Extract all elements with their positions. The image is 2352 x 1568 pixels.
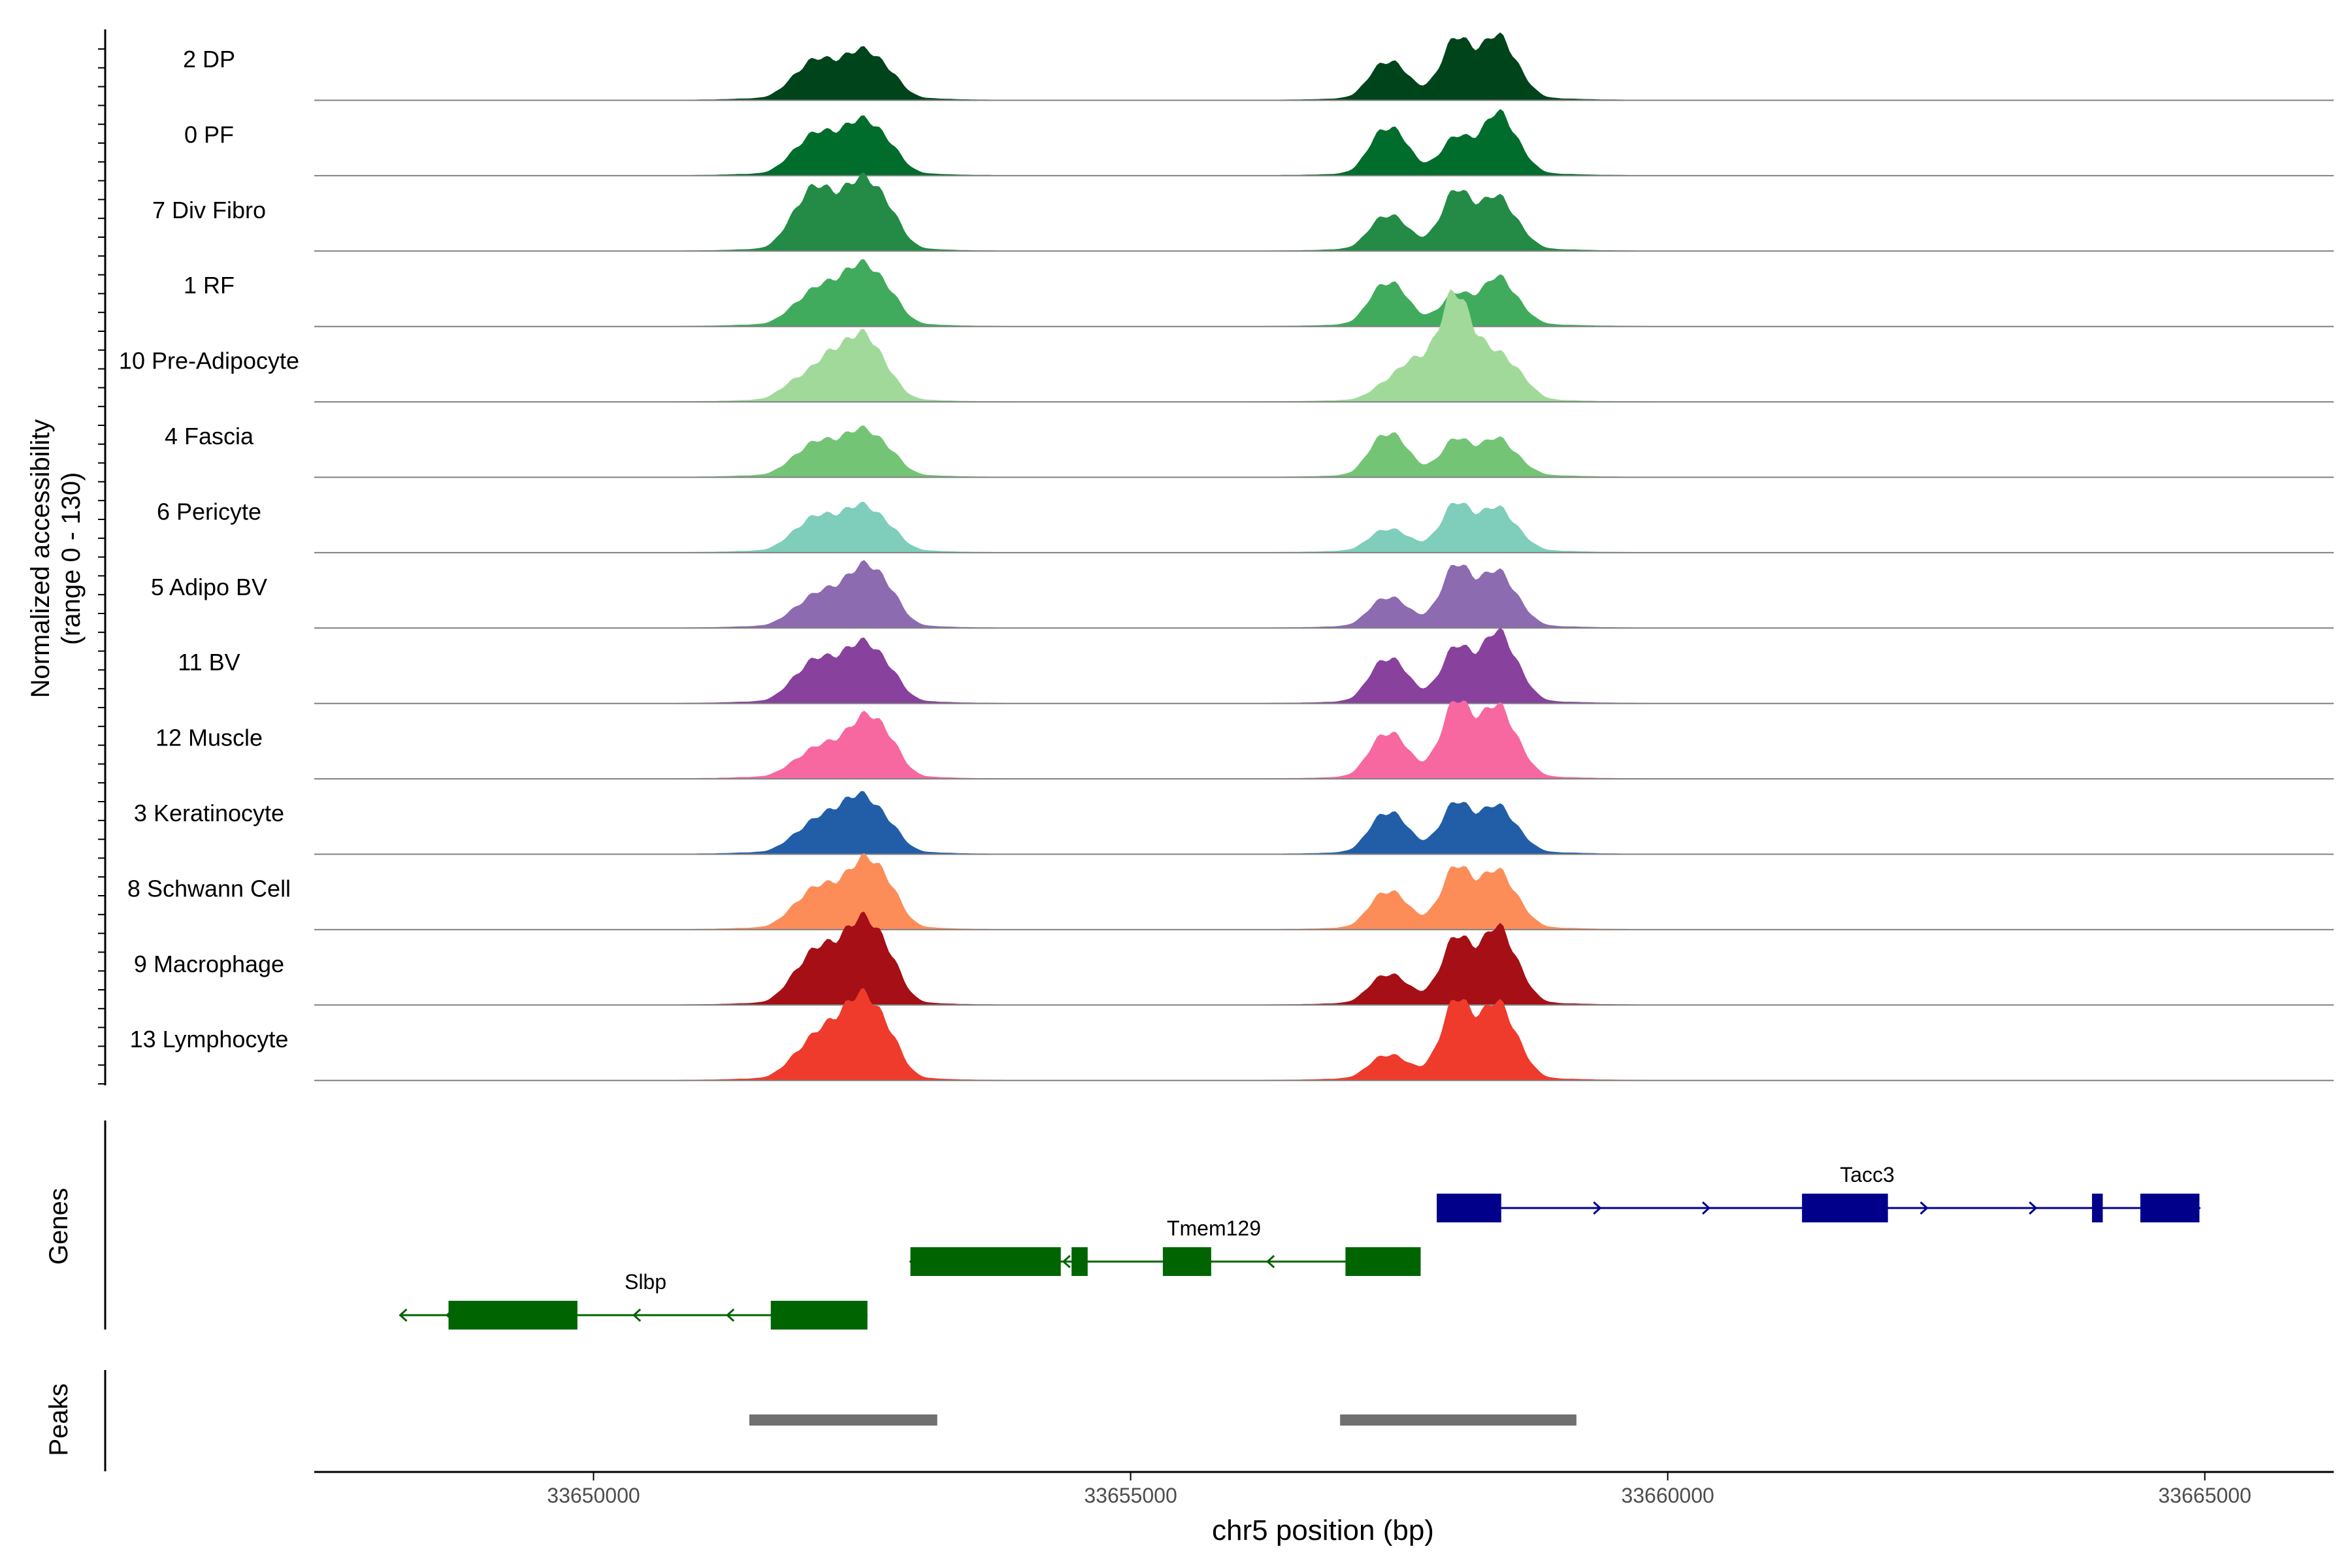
track-label: 0 PF [184,121,234,148]
strand-arrow-icon [1593,1201,1602,1215]
coverage-tracks: 2 DP 0 PF 7 Div Fibro 1 RF 10 Pre-Adipocyte 4… [119,32,2334,1081]
track-11: 3 Keratinocyte [134,791,2334,855]
strand-arrow-icon [399,1308,408,1322]
track-10: 12 Muscle [155,700,2334,780]
track-5: 10 Pre-Adipocyte [119,289,2334,403]
gene-exon [2092,1194,2103,1222]
peak-bar [749,1414,938,1426]
track-2: 0 PF [184,108,2334,176]
x-tick-label: 33660000 [1621,1484,1714,1507]
y-axis-title-line1: Normalized accessibility [26,419,55,698]
track-3: 7 Div Fibro [152,172,2334,252]
coverage-area [314,627,1775,704]
gene-exon [770,1301,868,1330]
track-label: 7 Div Fibro [152,197,266,223]
track-1: 2 DP [183,32,2334,101]
gene-label: Slbp [625,1270,666,1294]
coverage-area [314,502,1775,553]
peaks-track-label: Peaks [44,1383,73,1456]
x-axis-title: chr5 position (bp) [1212,1514,1434,1546]
y-axis-title-line2: (range 0 - 130) [57,472,86,645]
track-label: 3 Keratinocyte [134,800,284,826]
track-7: 6 Pericyte [157,498,2334,553]
coverage-area [314,425,1775,477]
gene-exon [1802,1194,1888,1222]
x-tick-label: 33655000 [1084,1484,1177,1507]
track-label: 12 Muscle [155,725,263,751]
x-tick-label: 33650000 [547,1484,640,1507]
strand-arrow-icon [1919,1201,1929,1215]
track-label: 6 Pericyte [157,498,261,525]
coverage-area [314,700,1775,779]
track-4: 1 RF [184,259,2334,327]
gene-exon [2140,1194,2200,1222]
gene-exon [1162,1247,1211,1276]
gene-tacc3: Tacc3 [1437,1163,2201,1222]
coverage-area [314,988,1775,1081]
gene-slbp: Slbp [399,1270,868,1330]
strand-arrow-icon [1266,1254,1275,1269]
track-label: 10 Pre-Adipocyte [119,348,299,374]
track-label: 8 Schwann Cell [127,875,291,902]
x-tick-label: 33665000 [2159,1484,2251,1507]
track-label: 11 BV [178,649,240,676]
coverage-area [314,289,1775,402]
strand-arrow-icon [725,1308,735,1322]
track-13: 9 Macrophage [134,911,2334,1006]
coverage-area [314,853,1775,930]
coverage-area [314,259,1775,327]
gene-tmem129: Tmem129 [909,1217,1421,1276]
coverage-area [314,791,1775,854]
track-label: 4 Fascia [165,423,254,449]
track-12: 8 Schwann Cell [127,853,2334,930]
gene-exon [910,1247,1061,1276]
coverage-area [314,560,1775,628]
gene-exon [1437,1194,1501,1222]
coverage-area [314,32,1775,100]
x-axis: 33650000 33655000 33660000 33665000 [314,1471,2334,1507]
gene-label: Tacc3 [1840,1163,1895,1186]
strand-arrow-icon [1702,1201,1711,1215]
peak-bar [1340,1414,1576,1426]
strand-arrow-icon [632,1308,642,1322]
genes-track-label: Genes [44,1188,73,1265]
strand-arrow-icon [2029,1201,2038,1215]
accessibility-y-axis [98,29,106,1086]
genes-track: Slbp Tmem129 Tacc3 [104,1120,2201,1330]
track-label: 13 Lymphocyte [130,1026,289,1053]
coverage-area [314,172,1775,251]
peaks-track [104,1370,1576,1471]
coverage-area [314,911,1775,1005]
gene-exon [448,1301,578,1330]
track-8: 5 Adipo BV [151,560,2334,629]
track-label: 1 RF [184,272,235,299]
track-14: 13 Lymphocyte [130,988,2334,1081]
coverage-area [314,108,1775,176]
track-9: 11 BV [178,627,2334,704]
gene-exon [1345,1247,1421,1276]
track-6: 4 Fascia [165,423,2334,478]
gene-exon [1071,1247,1088,1276]
gene-label: Tmem129 [1167,1217,1261,1240]
track-label: 9 Macrophage [134,951,284,977]
track-label: 5 Adipo BV [151,574,267,600]
track-label: 2 DP [183,46,235,73]
strand-arrow-icon [1062,1254,1071,1269]
